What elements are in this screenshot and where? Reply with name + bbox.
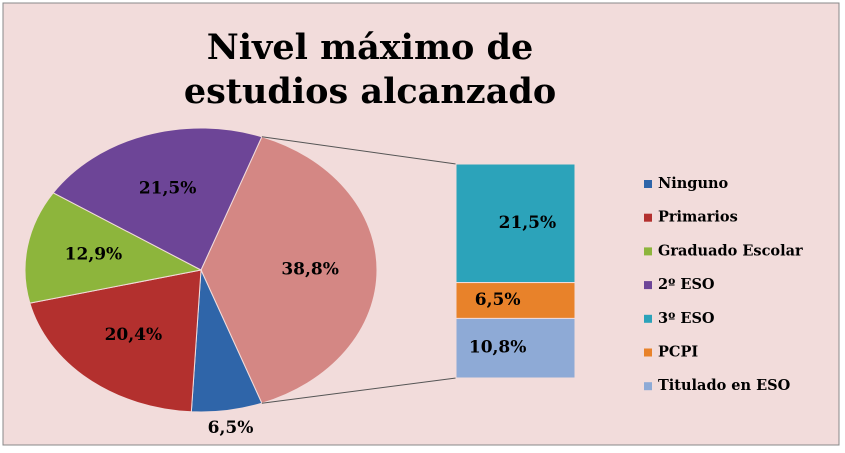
data-label: 6,5% — [208, 418, 254, 438]
bar-segment — [455, 282, 576, 319]
data-label: 10,8% — [469, 338, 527, 358]
pie-slice — [200, 136, 378, 404]
legend-swatch — [644, 213, 652, 222]
data-label: 20,4% — [105, 325, 163, 345]
chart-title: Nivel máximo de estudios alcanzado — [183, 27, 557, 112]
data-label: 6,5% — [475, 290, 521, 310]
legend-label: Primarios — [658, 209, 738, 226]
legend-label: 3º ESO — [658, 310, 715, 327]
legend-label: Titulado en ESO — [658, 377, 791, 394]
legend-label: Ninguno — [658, 175, 729, 192]
bar-segment — [455, 163, 576, 284]
data-label: 38,8% — [281, 260, 339, 280]
pie-slice — [24, 192, 203, 304]
data-label: 21,5% — [499, 213, 557, 233]
legend-label: 2º ESO — [658, 276, 715, 293]
legend-swatch — [644, 382, 652, 391]
legend-swatch — [644, 180, 652, 188]
pie-slice — [52, 127, 263, 271]
connector — [261, 136, 457, 165]
data-label: 21,5% — [139, 179, 197, 199]
legend-swatch — [644, 348, 652, 357]
legend-label: PCPI — [658, 344, 698, 361]
bar-segment — [455, 317, 576, 379]
data-label: 12,9% — [65, 245, 123, 265]
legend-label: Graduado Escolar — [658, 242, 803, 259]
pie-slice — [29, 269, 202, 413]
legend-swatch — [644, 281, 652, 290]
legend-swatch — [644, 247, 652, 256]
legend-swatch — [644, 314, 652, 323]
connector — [261, 377, 457, 404]
